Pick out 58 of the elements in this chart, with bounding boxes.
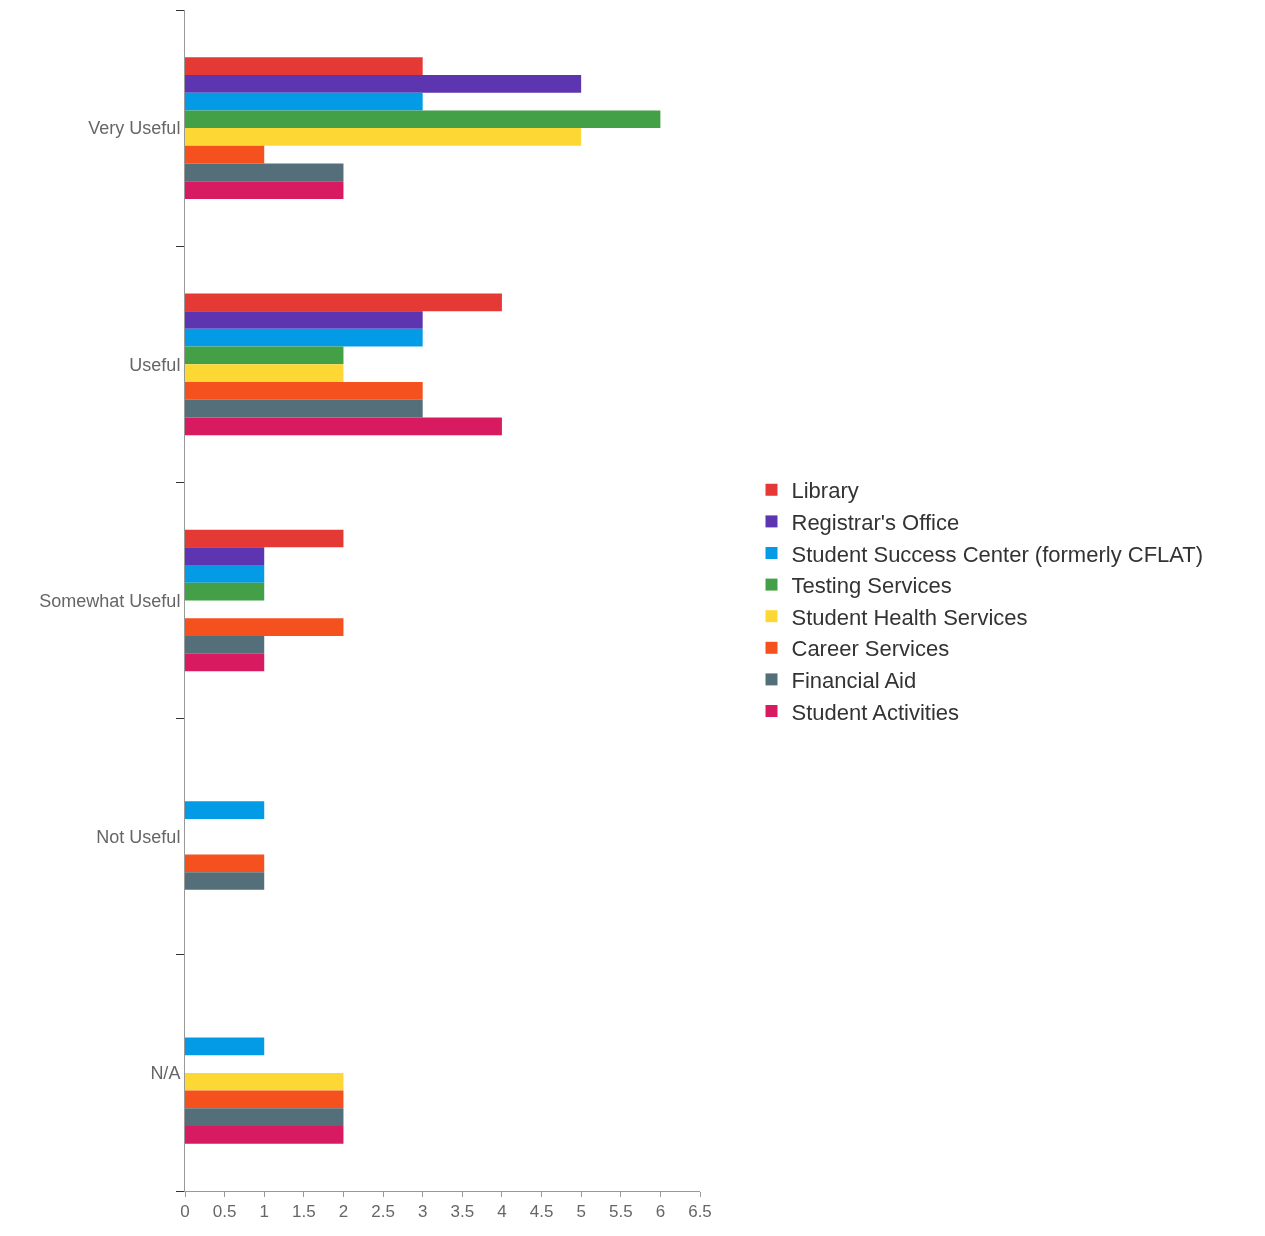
x-tick-label: 5.5 <box>608 1202 633 1222</box>
x-tick-label: 2.5 <box>371 1202 395 1222</box>
legend-label: Financial Aid <box>791 667 917 693</box>
y-tick-label: N/A <box>150 1063 181 1084</box>
y-tick-label: Somewhat Useful <box>39 590 181 611</box>
bar <box>185 565 265 583</box>
bar <box>185 653 265 672</box>
bar <box>185 529 344 548</box>
bar <box>185 328 423 347</box>
legend-label: Student Health Services <box>791 604 1028 630</box>
bar <box>185 128 582 146</box>
bar <box>185 163 344 182</box>
bar <box>185 582 265 601</box>
bar <box>185 145 265 164</box>
bar <box>185 346 344 365</box>
bar <box>185 417 502 436</box>
legend-label: Registrar's Office <box>791 509 960 535</box>
x-tick-label: 6.5 <box>688 1202 712 1222</box>
x-tick-label: 0.5 <box>212 1202 237 1222</box>
legend-label: Career Services <box>791 636 950 662</box>
y-tick-label: Not Useful <box>96 827 181 847</box>
bar <box>185 364 344 383</box>
legend-label: Student Activities <box>791 699 960 725</box>
bar <box>185 1108 344 1127</box>
x-tick-label: 1 <box>259 1202 269 1222</box>
x-tick-label: 5 <box>576 1202 586 1222</box>
bar <box>185 92 423 111</box>
bar <box>185 293 502 312</box>
bar <box>185 1037 265 1056</box>
bar <box>185 57 423 75</box>
bar <box>185 74 582 93</box>
x-tick-label: 4 <box>497 1202 507 1222</box>
legend-label: Student Success Center (formerly CFLAT) <box>791 541 1204 567</box>
bar <box>185 801 265 819</box>
bar <box>185 399 423 418</box>
x-tick-label: 0 <box>180 1202 190 1222</box>
x-tick-label: 2 <box>338 1202 349 1222</box>
x-tick-label: 1.5 <box>292 1202 316 1222</box>
legend-label: Library <box>791 478 859 504</box>
x-tick-label: 3.5 <box>450 1202 475 1222</box>
legend-label: Testing Services <box>791 573 952 599</box>
bar <box>185 872 265 890</box>
bar <box>185 618 344 636</box>
bar <box>185 547 265 566</box>
bar <box>185 311 423 329</box>
bar <box>185 382 423 400</box>
bar <box>185 1072 344 1091</box>
bar <box>185 854 265 873</box>
bar <box>185 1090 344 1109</box>
bar <box>185 1126 344 1144</box>
y-tick-label: Very Useful <box>88 118 181 139</box>
bar <box>185 635 265 654</box>
x-tick-label: 4.5 <box>529 1202 554 1222</box>
y-tick-label: Useful <box>129 354 181 375</box>
x-tick-label: 6 <box>655 1202 666 1222</box>
bar <box>185 110 661 129</box>
bar <box>185 181 344 199</box>
x-tick-label: 3 <box>417 1202 428 1222</box>
